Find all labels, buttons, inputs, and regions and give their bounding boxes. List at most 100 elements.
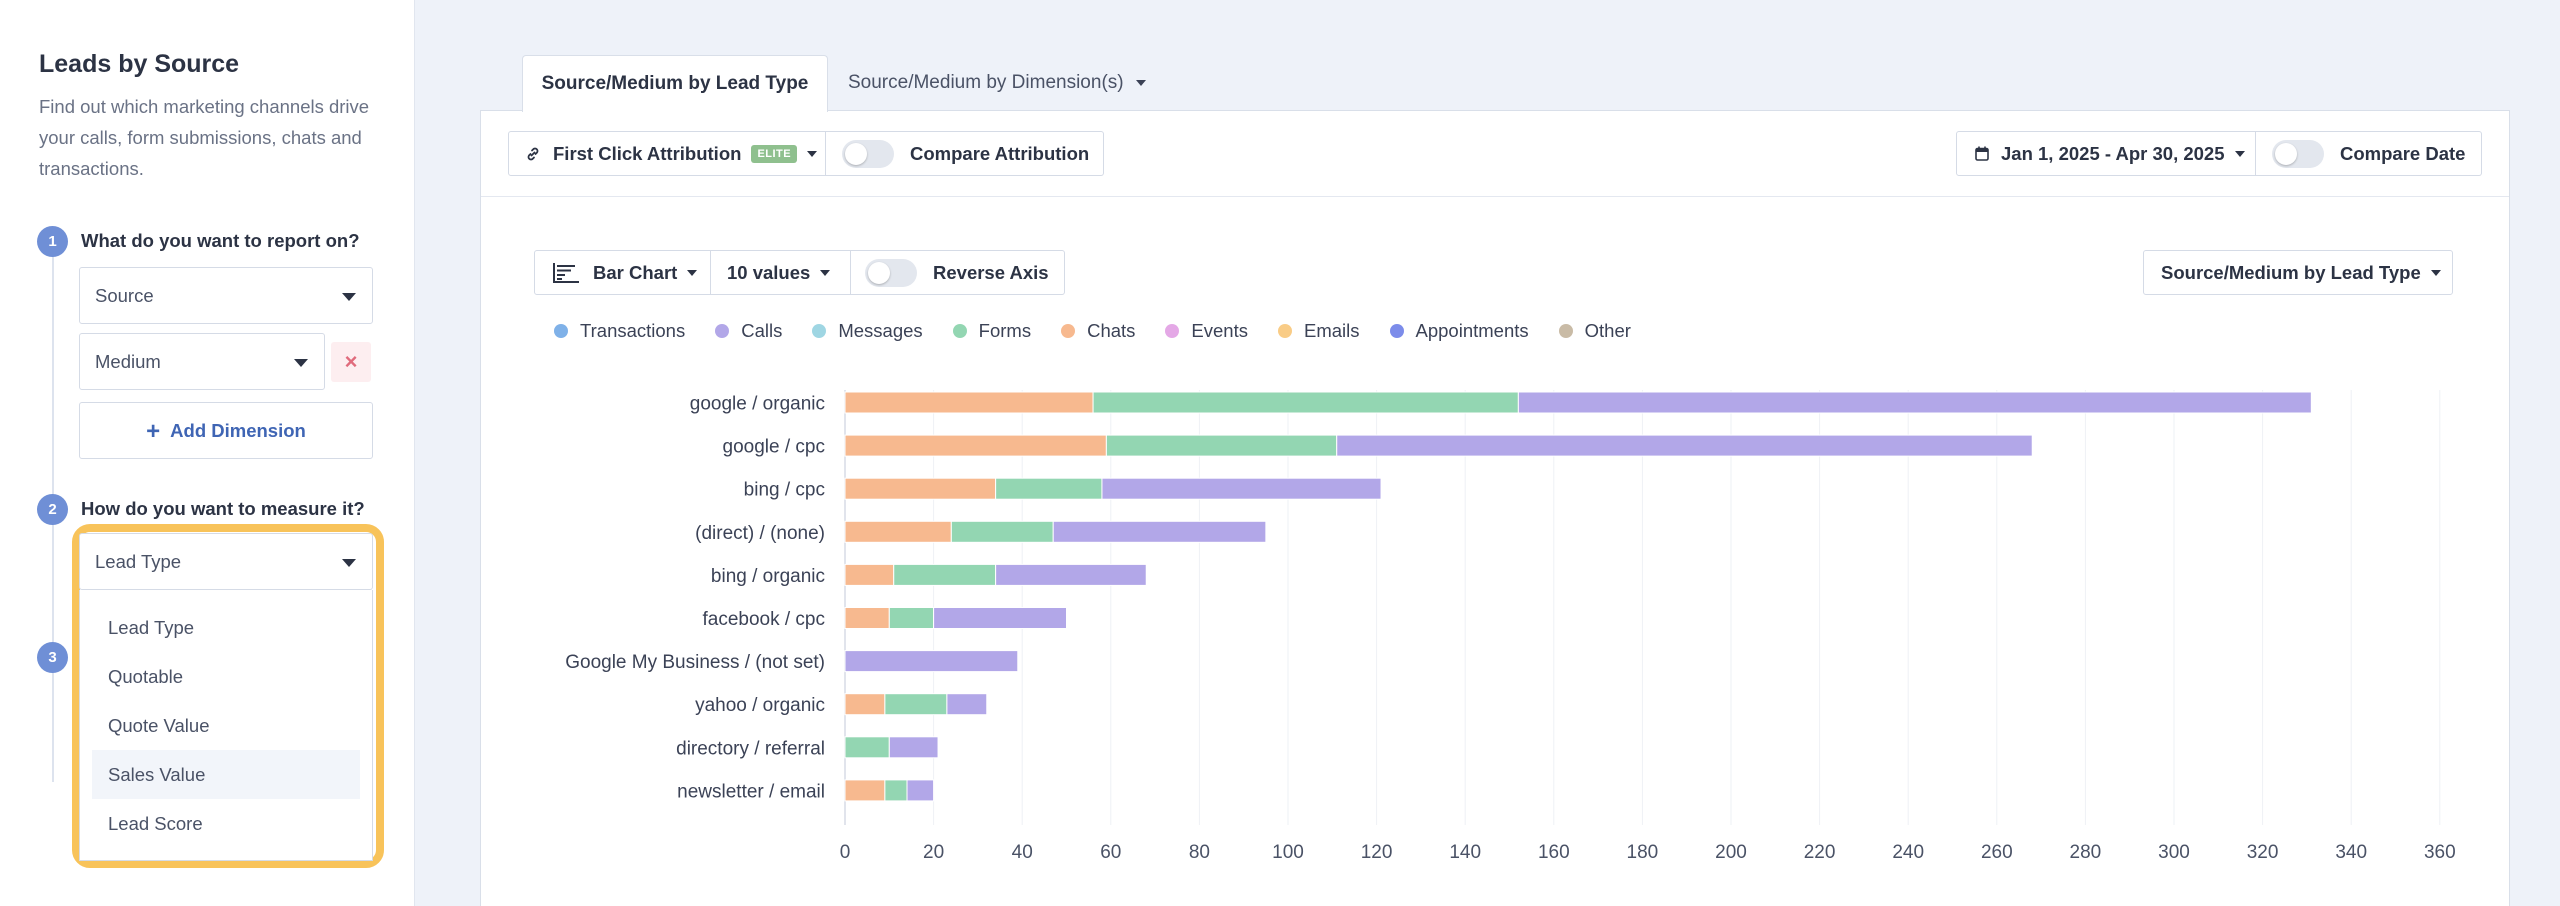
measure-option-sales-value[interactable]: Sales Value [92,750,360,799]
bar-segment-forms[interactable] [888,607,935,629]
x-tick-label: 200 [1715,842,1747,863]
bar-segment-forms[interactable] [1092,391,1519,414]
bar-segment-calls[interactable] [1101,477,1382,500]
x-tick-label: 280 [2070,842,2102,863]
category-label: Google My Business / (not set) [565,652,825,673]
dimension-medium-select[interactable]: Medium [79,333,325,390]
legend-item-emails[interactable]: Emails [1277,320,1360,342]
legend-dot [1277,324,1292,338]
chart-type-value: Bar Chart [593,261,678,283]
add-dimension-button[interactable]: + Add Dimension [79,402,373,459]
calendar-icon [1975,146,1989,161]
bar-segment-forms[interactable] [844,736,890,759]
bar-segment-calls[interactable] [946,693,988,716]
legend-dot [715,324,730,338]
date-range-picker[interactable]: Jan 1, 2025 - Apr 30, 2025 [1956,131,2256,176]
category-label: bing / organic [711,566,825,587]
category-label: newsletter / email [677,781,825,802]
measure-dropdown-menu: Lead Type Quotable Quote Value Sales Val… [79,590,373,861]
compare-date-toggle[interactable]: Compare Date [2256,131,2482,176]
toggle-switch[interactable] [842,139,894,168]
x-tick-label: 60 [1100,842,1121,863]
bar-segment-chats[interactable] [844,520,952,543]
stacked-bar-chart: 0 20 40 60 80 100 120 140 160 180 200 220 240 260 280 3… [565,390,2456,863]
measure-option-lead-score[interactable]: Lead Score [108,813,203,834]
bar-segment-chats[interactable] [844,779,886,802]
bar-segment-calls[interactable] [1052,520,1267,543]
legend-item-messages[interactable]: Messages [812,320,923,342]
legend-item-forms[interactable]: Forms [952,320,1031,342]
x-tick-label: 260 [1981,842,2013,863]
add-dimension-label: Add Dimension [170,420,306,441]
remove-dimension-button[interactable]: × [331,342,371,382]
legend-dot [554,324,568,338]
tab-source-medium-by-lead-type[interactable]: Source/Medium by Lead Type [522,55,828,112]
dimension-source-select[interactable]: Source [79,267,373,324]
bar-segment-chats[interactable] [844,391,1094,414]
caret-down-icon [294,358,308,367]
bar-segment-forms[interactable] [1105,434,1338,457]
measure-highlight-outline [72,524,384,868]
x-tick-label: 140 [1449,842,1481,863]
bar-segment-forms[interactable] [884,693,948,716]
category-label: (direct) / (none) [695,523,825,544]
toggle-switch[interactable] [865,258,917,287]
legend-dot [952,324,967,338]
bar-segment-chats[interactable] [844,477,997,500]
legend-item-transactions[interactable]: Transactions [554,320,685,342]
values-count-dropdown[interactable]: 10 values [711,250,851,295]
bar-segment-calls[interactable] [844,650,1019,673]
tab-source-medium-by-dimensions[interactable]: Source/Medium by Dimension(s) [848,55,1146,111]
bar-chart-icon [553,262,579,283]
attribution-label: First Click Attribution [553,142,742,164]
values-count-value: 10 values [727,261,811,283]
link-icon [527,147,539,160]
dimension-source-value: Source [95,284,154,306]
measure-option-quote-value[interactable]: Quote Value [108,715,210,736]
x-tick-label: 300 [2158,842,2190,863]
bar-segment-forms[interactable] [884,779,908,802]
legend-item-events[interactable]: Events [1165,320,1248,342]
bar-segment-calls[interactable] [1336,434,2033,457]
legend-label: Appointments [1415,320,1529,341]
measure-option-quotable[interactable]: Quotable [108,666,184,687]
compare-attribution-toggle[interactable]: Compare Attribution [826,131,1104,176]
legend-item-other[interactable]: Other [1558,320,1631,342]
bar-segment-calls[interactable] [1517,391,2312,414]
legend-item-chats[interactable]: Chats [1061,320,1135,342]
legend-item-calls[interactable]: Calls [715,320,782,342]
step-1-label: What do you want to report on? [81,230,360,251]
report-selector-dropdown[interactable]: Source/Medium by Lead Type [2143,250,2453,295]
chevron-down-icon [2430,269,2441,276]
bar-segment-calls[interactable] [888,736,939,759]
bar-segment-forms[interactable] [893,563,997,586]
legend-label: Transactions [580,320,686,341]
legend-label: Events [1191,320,1248,341]
bar-segment-chats[interactable] [844,607,890,629]
bar-segment-calls[interactable] [933,607,1067,629]
step-3-badge: 3 [37,642,68,673]
chart-type-dropdown[interactable]: Bar Chart [534,250,711,295]
bar-segment-calls[interactable] [906,779,935,802]
step-2-badge: 2 [37,494,68,525]
x-tick-label: 180 [1627,842,1659,863]
measure-select[interactable]: Lead Type [79,533,373,590]
legend-item-appointments[interactable]: Appointments [1389,320,1529,342]
bar-segment-chats[interactable] [844,693,886,716]
bar-segment-calls[interactable] [995,563,1147,586]
measure-option-lead-type[interactable]: Lead Type [108,617,195,638]
bar-segment-forms[interactable] [995,477,1103,500]
reverse-axis-label: Reverse Axis [933,261,1049,283]
tab-label: Source/Medium by Lead Type [541,73,809,94]
toggle-switch[interactable] [2272,139,2324,168]
bar-segment-chats[interactable] [844,434,1107,457]
report-panel [480,110,2510,906]
reverse-axis-toggle[interactable]: Reverse Axis [851,250,1065,295]
legend-dot [1558,324,1573,338]
bar-segment-chats[interactable] [844,563,895,586]
category-label: yahoo / organic [695,695,825,716]
bar-segment-forms[interactable] [950,520,1054,543]
tab-label: Source/Medium by Dimension(s) [848,72,1124,93]
attribution-dropdown[interactable]: First Click Attribution ELITE [508,131,826,176]
legend-label: Emails [1303,320,1360,341]
